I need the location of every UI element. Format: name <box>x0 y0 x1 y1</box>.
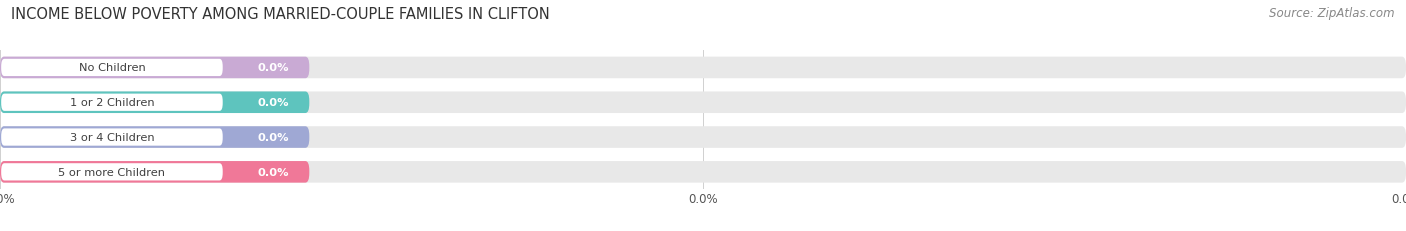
FancyBboxPatch shape <box>0 127 309 148</box>
FancyBboxPatch shape <box>0 92 1406 113</box>
Text: 0.0%: 0.0% <box>257 167 288 177</box>
Text: 3 or 4 Children: 3 or 4 Children <box>70 132 155 143</box>
FancyBboxPatch shape <box>0 58 1406 79</box>
Text: No Children: No Children <box>79 63 145 73</box>
FancyBboxPatch shape <box>1 60 222 77</box>
FancyBboxPatch shape <box>0 161 309 183</box>
FancyBboxPatch shape <box>1 129 222 146</box>
Text: 0.0%: 0.0% <box>257 132 288 143</box>
Text: 0.0%: 0.0% <box>257 98 288 108</box>
Text: INCOME BELOW POVERTY AMONG MARRIED-COUPLE FAMILIES IN CLIFTON: INCOME BELOW POVERTY AMONG MARRIED-COUPL… <box>11 7 550 22</box>
FancyBboxPatch shape <box>1 94 222 111</box>
FancyBboxPatch shape <box>1 164 222 181</box>
Text: 0.0%: 0.0% <box>257 63 288 73</box>
FancyBboxPatch shape <box>0 58 309 79</box>
FancyBboxPatch shape <box>0 161 1406 183</box>
Text: Source: ZipAtlas.com: Source: ZipAtlas.com <box>1270 7 1395 20</box>
Text: 5 or more Children: 5 or more Children <box>59 167 166 177</box>
Text: 1 or 2 Children: 1 or 2 Children <box>70 98 155 108</box>
FancyBboxPatch shape <box>0 127 1406 148</box>
FancyBboxPatch shape <box>0 92 309 113</box>
